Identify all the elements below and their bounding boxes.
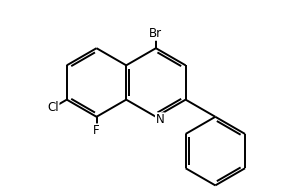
Text: F: F (93, 124, 100, 137)
Text: Br: Br (149, 27, 163, 40)
Text: Cl: Cl (47, 101, 59, 114)
Text: N: N (155, 113, 164, 126)
